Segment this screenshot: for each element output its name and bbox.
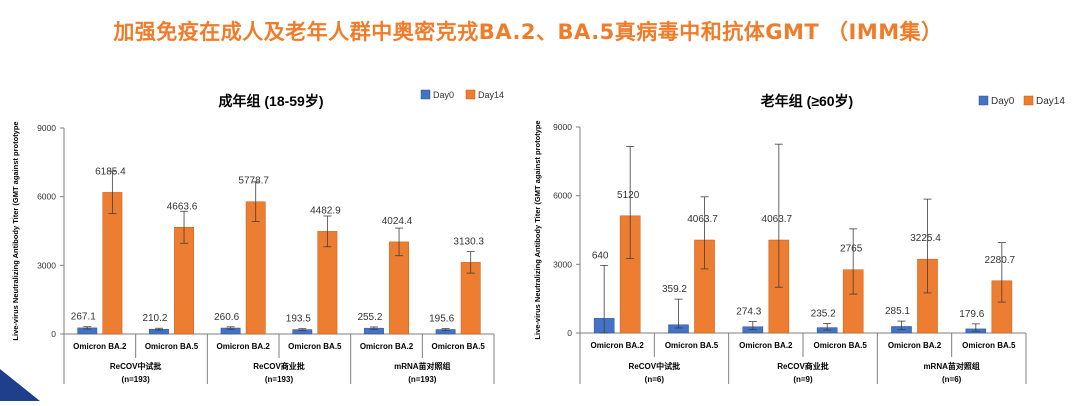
value-label-day14: 3225.4: [910, 233, 941, 244]
decorative-corner: [0, 369, 40, 401]
value-label-day14: 4663.6: [167, 201, 198, 212]
value-label-day14: 2280.7: [985, 255, 1016, 266]
value-label-day14: 6185.4: [95, 166, 126, 177]
chart-adult-svg: 成年组 (18-59岁) Day0 Day14 Live-virus Neutrali…: [11, 89, 504, 384]
value-label-day0: 285.1: [885, 306, 910, 317]
group-n-label: (n=193): [122, 375, 151, 384]
value-label-day0: 193.5: [286, 314, 311, 325]
value-label-day14: 5778.7: [238, 176, 269, 187]
value-label-day0: 195.6: [429, 314, 454, 325]
value-label-day0: 359.2: [662, 284, 687, 295]
group-label: ReCOV商业批: [253, 361, 305, 371]
y-axis-label: Live-virus Neutralizing Antibody Titer (…: [11, 121, 20, 340]
value-label-day0: 267.1: [71, 312, 96, 323]
value-label-day14: 4024.4: [382, 216, 413, 227]
legend-swatch-day0: [420, 89, 431, 100]
value-label-day14: 4063.7: [762, 214, 793, 225]
value-label-day0: 274.3: [736, 307, 761, 318]
value-label-day14: 2765: [840, 244, 863, 255]
value-label-day14: 5120: [617, 190, 640, 201]
y-tick-label: 0: [567, 328, 572, 338]
x-tick-label: Omicron BA.2: [73, 342, 127, 351]
value-label-day0: 179.6: [959, 309, 984, 320]
y-tick-label: 6000: [553, 191, 572, 201]
x-tick-label: Omicron BA.2: [360, 342, 414, 351]
value-label-day0: 640: [592, 250, 609, 261]
y-tick-label: 9000: [37, 123, 56, 133]
value-label-day14: 4482.9: [310, 205, 341, 216]
page-title: 加强免疫在成人及老年人群中奥密克戎BA.2、BA.5真病毒中和抗体GMT （IM…: [113, 20, 943, 44]
group-n-label: (n=193): [265, 375, 294, 384]
group-n-label: (n=6): [645, 375, 665, 384]
chart-elderly-svg: 老年组 (≥60岁) Day0 Day14 Live-virus Neutralizi…: [533, 93, 1065, 384]
y-axis-label: Live-virus Neutralizing Antibody Titer (…: [533, 120, 542, 339]
y-tick-label: 3000: [553, 259, 572, 269]
group-label: mRNA苗对照组: [923, 361, 979, 371]
chart-adult: 成年组 (18-59岁) Day0 Day14 Live-virus Neutrali…: [0, 80, 530, 401]
x-tick-label: Omicron BA.5: [145, 342, 199, 351]
y-tick-label: 3000: [37, 260, 56, 270]
value-label-day14: 3130.3: [453, 236, 484, 247]
group-n-label: (n=193): [408, 375, 437, 384]
x-tick-label: Omicron BA.5: [962, 341, 1016, 350]
group-label: ReCOV中试批: [629, 361, 681, 371]
x-tick-label: Omicron BA.5: [431, 342, 485, 351]
legend-swatch-day0: [978, 95, 989, 106]
legend-swatch-day14: [465, 89, 476, 100]
legend-swatch-day14: [1023, 95, 1034, 106]
legend-label-day0: Day0: [991, 96, 1015, 107]
value-label-day0: 235.2: [811, 308, 836, 319]
value-label-day14: 4063.7: [687, 214, 718, 225]
legend-label-day14: Day14: [478, 90, 504, 100]
y-tick-label: 0: [51, 329, 56, 339]
legend-label-day14: Day14: [1036, 96, 1065, 107]
x-tick-label: Omicron BA.5: [665, 341, 719, 350]
chart-elderly: 老年组 (≥60岁) Day0 Day14 Live-virus Neutralizi…: [530, 80, 1080, 401]
x-tick-label: Omicron BA.2: [216, 342, 270, 351]
x-tick-label: Omicron BA.2: [888, 341, 942, 350]
y-tick-label: 9000: [553, 122, 572, 132]
group-label: mRNA苗对照组: [394, 361, 450, 371]
group-label: ReCOV商业批: [777, 361, 829, 371]
value-label-day0: 210.2: [142, 313, 167, 324]
x-tick-label: Omicron BA.5: [288, 342, 342, 351]
x-tick-label: Omicron BA.2: [739, 341, 793, 350]
legend-label-day0: Day0: [433, 90, 454, 100]
x-tick-label: Omicron BA.2: [590, 341, 644, 350]
chart-title: 老年组 (≥60岁): [761, 93, 853, 109]
group-n-label: (n=9): [793, 375, 813, 384]
y-tick-label: 6000: [37, 192, 56, 202]
value-label-day0: 260.6: [214, 312, 239, 323]
chart-title: 成年组 (18-59岁): [218, 93, 323, 109]
group-label: ReCOV中试批: [110, 361, 162, 371]
group-n-label: (n=6): [942, 375, 962, 384]
x-tick-label: Omicron BA.5: [813, 341, 867, 350]
value-label-day0: 255.2: [357, 312, 382, 323]
